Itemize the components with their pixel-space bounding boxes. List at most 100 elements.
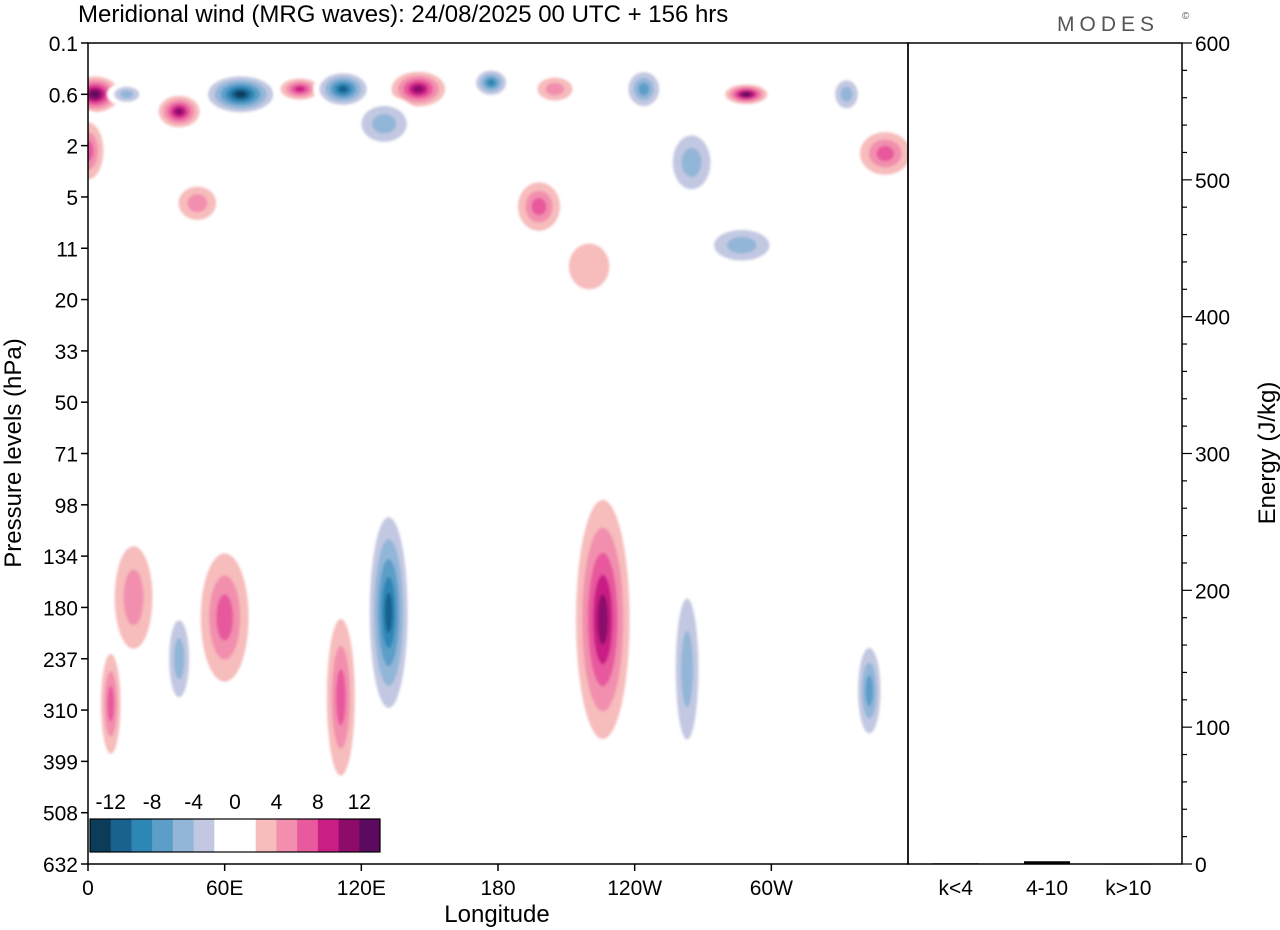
field-feature	[190, 527, 259, 708]
energy-tick-label: 200	[1195, 580, 1230, 603]
field-feature	[849, 123, 908, 184]
energy-tick-label: 100	[1195, 717, 1230, 740]
energy-tick-label: 400	[1195, 307, 1230, 330]
field-feature	[319, 353, 404, 398]
colorbar-label: -4	[184, 791, 203, 814]
contour-band	[681, 630, 694, 707]
colorbar-segment	[193, 819, 215, 852]
contour-band	[216, 594, 234, 641]
contour-band	[338, 85, 348, 93]
field-feature	[661, 120, 722, 205]
field-feature	[96, 633, 125, 774]
colorbar-label: -12	[96, 791, 126, 814]
contour-band	[294, 86, 305, 92]
colorbar-segment	[255, 819, 277, 852]
colorbar-segment	[297, 819, 319, 852]
energy-bar	[1024, 861, 1070, 864]
field-feature	[568, 469, 637, 770]
contour-band	[545, 82, 565, 96]
field-feature	[88, 110, 110, 191]
contour-band	[568, 243, 610, 290]
x-tick-label: 120W	[607, 877, 662, 900]
field-feature	[200, 72, 281, 117]
field-feature	[103, 517, 164, 678]
contour-band	[372, 114, 397, 134]
energy-bars: k<4 4-10 k>10	[932, 861, 1152, 900]
energy-category-label: k<4	[938, 877, 973, 900]
contour-band	[531, 197, 547, 216]
colorbar-label: 4	[271, 791, 283, 814]
field-feature	[348, 95, 421, 152]
field-feature	[313, 69, 374, 110]
x-tick-label: 180	[480, 877, 515, 900]
field-feature	[163, 598, 196, 719]
energy-tick-label: 300	[1195, 444, 1230, 467]
y-tick-label: 237	[43, 649, 78, 672]
longitude-axis: 0 60E 120E 180 120W 60W	[82, 864, 793, 900]
field-feature	[697, 221, 786, 270]
energy-axis-label: Energy (J/kg)	[1254, 382, 1280, 525]
x-tick-label: 60E	[206, 877, 243, 900]
y-tick-label: 5	[66, 187, 78, 210]
energy-axis: 0 100 200 300 400 500 600	[1182, 33, 1230, 877]
contour-band	[638, 82, 650, 96]
field-feature	[167, 177, 228, 230]
contour-band	[187, 194, 208, 213]
energy-tick-label: 600	[1195, 33, 1230, 56]
y-tick-label: 399	[43, 751, 78, 774]
contour-band	[412, 85, 424, 93]
y-tick-label: 180	[43, 597, 78, 620]
y-axis-label: Pressure levels (hPa)	[0, 338, 27, 567]
contour-band	[742, 92, 750, 97]
contour-band	[384, 592, 393, 633]
field-feature	[153, 91, 206, 132]
y-tick-label: 33	[55, 341, 78, 364]
x-tick-label: 0	[82, 877, 94, 900]
contour-band	[174, 108, 184, 115]
energy-plot-frame	[907, 42, 1183, 865]
modes-logo: MODES ©	[1057, 11, 1190, 36]
contour-band	[120, 90, 134, 99]
x-tick-label: 120E	[337, 877, 386, 900]
colorbar: -12 -8 -4 0 4 8 12	[89, 791, 381, 853]
wind-field	[88, 43, 908, 864]
field-feature	[549, 222, 630, 311]
pressure-axis: 0.1 0.6 2 5 11 20 33 50 71 98 134 180 237 310 399 508 63…	[43, 33, 88, 877]
contour-band	[319, 353, 404, 398]
y-tick-label: 2	[66, 136, 78, 159]
field-feature	[636, 380, 725, 433]
y-tick-label: 134	[43, 546, 78, 569]
y-tick-label: 632	[43, 854, 78, 877]
field-feature	[720, 82, 773, 107]
modes-logo-mark: ©	[1182, 11, 1190, 22]
field-feature	[828, 72, 865, 117]
field-feature	[526, 71, 583, 108]
energy-bar	[1105, 863, 1152, 865]
contour-band	[865, 675, 874, 707]
field-feature	[320, 587, 361, 808]
energy-tick-label: 0	[1195, 854, 1207, 877]
colorbar-segment	[338, 819, 360, 852]
field-feature	[471, 66, 512, 99]
colorbar-segment	[172, 819, 195, 852]
y-tick-label: 20	[55, 290, 78, 313]
colorbar-label: 8	[312, 791, 324, 814]
field-feature	[621, 65, 666, 114]
contour-band	[876, 145, 895, 162]
field-feature	[364, 492, 413, 733]
contour-band	[107, 685, 115, 722]
colorbar-segment	[131, 819, 153, 852]
y-tick-label: 50	[55, 392, 78, 415]
energy-category-label: k>10	[1105, 877, 1151, 900]
colorbar-segment	[276, 819, 298, 852]
y-tick-label: 0.1	[49, 33, 78, 56]
contour-band	[235, 91, 247, 98]
colorbar-segment	[214, 819, 236, 852]
contour-band	[487, 79, 496, 87]
colorbar-segment	[110, 819, 132, 852]
contour-band	[636, 380, 725, 433]
x-axis-label: Longitude	[444, 901, 549, 928]
contour-band	[681, 147, 702, 177]
field-feature	[106, 82, 147, 107]
